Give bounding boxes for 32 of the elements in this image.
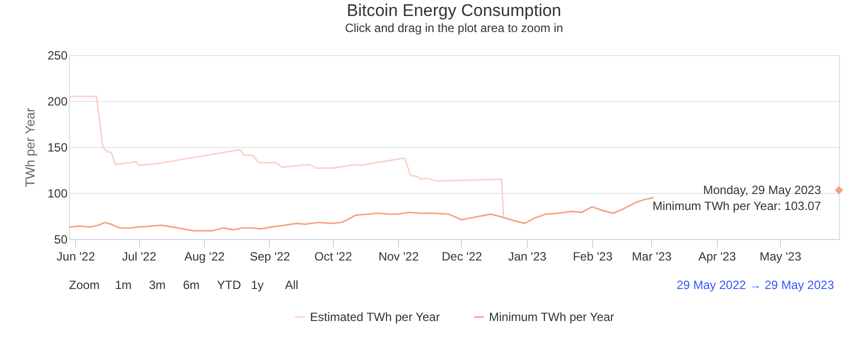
text: 1m (115, 278, 132, 292)
x-tick-label: Aug '22 (184, 250, 225, 264)
x-tick-label: Nov '22 (378, 250, 420, 264)
text: 1y (251, 278, 264, 292)
text: All (285, 278, 298, 292)
legend-label: Minimum TWh per Year (489, 310, 614, 324)
chart-subtitle: Click and drag in the plot area to zoom in (344, 21, 564, 35)
text: 3m (149, 278, 166, 292)
y-tick-label: 100 (47, 186, 68, 200)
legend-label: Estimated TWh per Year (310, 310, 440, 324)
y-tick-label: 250 (47, 48, 68, 62)
y-tick-label: 50 (54, 232, 68, 246)
x-tick-label: Jun '22 (56, 250, 96, 264)
x-tick-label: Mar '23 (632, 250, 672, 264)
x-tick-label: Jul '22 (122, 250, 157, 264)
text: 29 May 2022 → 29 May 2023 (676, 278, 834, 292)
text: YTD (217, 278, 242, 292)
y-tick-label: 200 (47, 94, 68, 108)
x-tick-label: Jan '23 (508, 250, 547, 264)
x-tick-label: Oct '22 (314, 250, 352, 264)
chart-title: Bitcoin Energy Consumption (346, 1, 562, 20)
text: Zoom (69, 278, 100, 292)
x-tick-label: Dec '22 (442, 250, 482, 264)
x-tick-label: Apr '23 (698, 250, 736, 264)
text: 6m (183, 278, 200, 292)
x-tick-label: May '23 (760, 250, 802, 264)
annotation: Monday, 29 May 2023 Minimum TWh per Year: 103.07 (652, 183, 822, 214)
x-tick-label: Sep '22 (250, 250, 290, 264)
line-series (69, 96, 504, 218)
x-tick-label: Feb '23 (572, 250, 613, 264)
y-axis-title: TWh per Year (22, 107, 38, 188)
y-tick-label: 150 (47, 140, 68, 154)
